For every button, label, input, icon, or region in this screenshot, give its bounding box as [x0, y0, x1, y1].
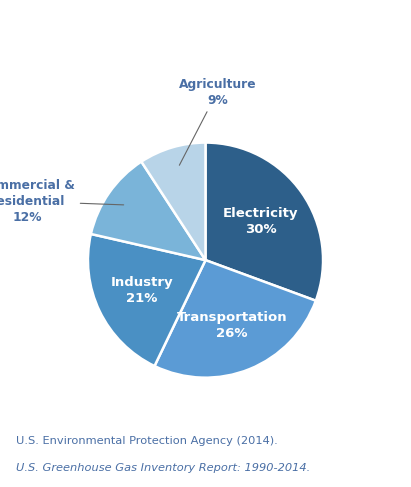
Wedge shape	[155, 260, 316, 378]
Wedge shape	[206, 143, 323, 301]
Text: U.S. Environmental Protection Agency (2014).: U.S. Environmental Protection Agency (20…	[16, 436, 278, 446]
Text: Agriculture
9%: Agriculture 9%	[178, 77, 256, 165]
Text: Industry
21%: Industry 21%	[111, 276, 173, 305]
Text: Commercial &
Residential
12%: Commercial & Residential 12%	[0, 179, 124, 224]
Text: U.S. Greenhouse Gas Inventory Report: 1990-2014.: U.S. Greenhouse Gas Inventory Report: 19…	[16, 463, 311, 473]
Text: Total U.S. Greenhouse Gas Emissions
by Economic Sector in 2014: Total U.S. Greenhouse Gas Emissions by E…	[18, 19, 393, 60]
Text: Transportation
26%: Transportation 26%	[177, 311, 287, 340]
Text: Electricity
30%: Electricity 30%	[223, 207, 298, 236]
Wedge shape	[141, 143, 206, 260]
Wedge shape	[88, 234, 206, 366]
Wedge shape	[91, 162, 206, 260]
